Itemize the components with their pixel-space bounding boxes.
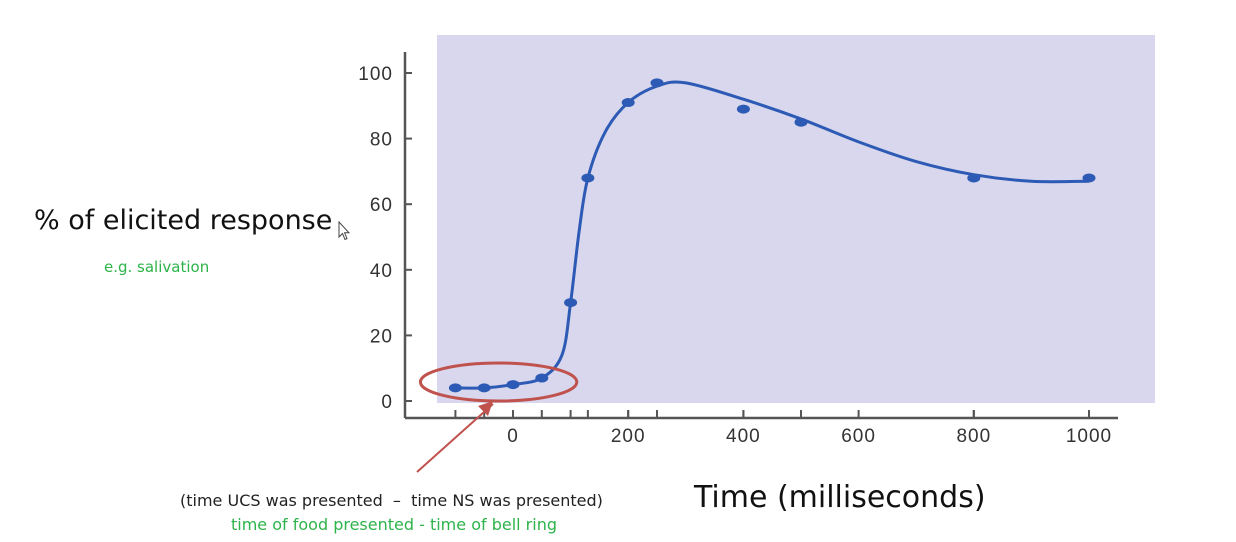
y-tick-label: 100	[358, 64, 393, 85]
y-tick-label: 40	[370, 261, 393, 282]
x-tick-label: 1000	[1066, 426, 1112, 447]
data-point	[535, 373, 549, 383]
data-point	[621, 98, 635, 108]
y-tick-label: 0	[381, 392, 393, 413]
data-point	[448, 383, 462, 393]
data-point	[581, 173, 595, 183]
arrow-shaft	[416, 403, 494, 473]
x-tick-label: 200	[611, 426, 646, 447]
plot-background	[437, 35, 1155, 403]
highlight-ellipse	[418, 361, 579, 403]
x-tick-label: 600	[841, 426, 876, 447]
series-points	[448, 78, 1096, 393]
data-point	[477, 383, 491, 393]
data-point	[506, 380, 520, 390]
y-tick-label: 80	[370, 130, 393, 151]
x-ticks: 0 200 400 600 800 1000	[507, 410, 1112, 447]
annotation-line-1: (time UCS was presented – time NS was pr…	[180, 491, 603, 510]
data-point	[794, 117, 808, 127]
y-ticks: 0 20 40 60 80 100	[358, 64, 412, 413]
data-point	[564, 298, 578, 308]
x-tick-label: 0	[507, 426, 519, 447]
x-axis-label: Time (milliseconds)	[694, 480, 986, 515]
x-tick-label: 800	[956, 426, 991, 447]
x-tick-label: 400	[726, 426, 761, 447]
annotation-line-2: time of food presented - time of bell ri…	[231, 515, 557, 534]
data-point	[1082, 173, 1096, 183]
y-axis-note: e.g. salivation	[104, 258, 210, 276]
x-minor-ticks	[454, 410, 1090, 418]
y-tick-label: 60	[370, 195, 393, 216]
data-point	[650, 78, 664, 88]
data-point	[736, 104, 750, 114]
y-axis-label: % of elicited response	[34, 205, 333, 236]
annotation-arrow	[416, 401, 494, 473]
arrow-head	[478, 401, 493, 416]
data-point	[967, 173, 981, 183]
y-tick-label: 20	[370, 326, 393, 347]
mouse-cursor-icon	[338, 221, 350, 241]
